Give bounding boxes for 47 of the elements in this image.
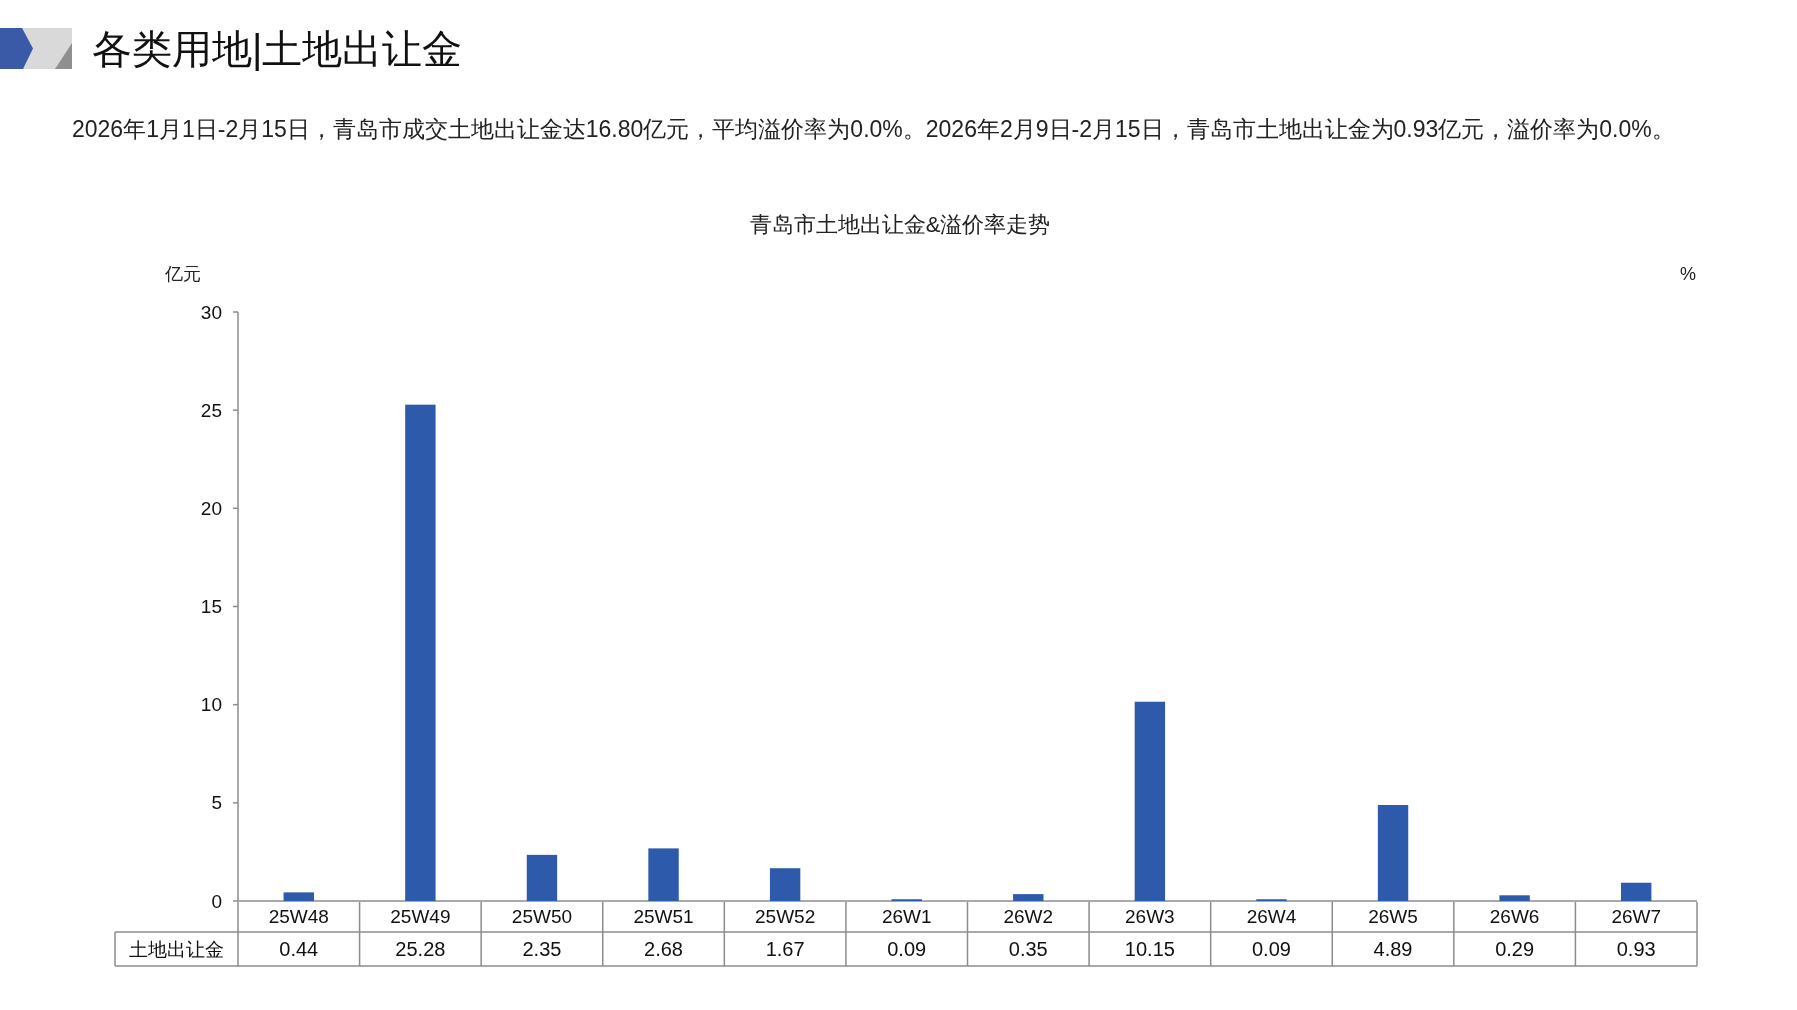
data-label: 2.35 <box>522 938 562 960</box>
x-tick-label: 25W51 <box>633 906 694 928</box>
x-tick-label: 25W50 <box>511 906 573 928</box>
bar <box>1134 701 1166 901</box>
text: 2026年1月1日-2月15日，青岛市成交土地出让金达16.80亿元，平均溢价率为0.0%。2026年2月9日-2月15日，青岛市土地出让金为0.93亿元，溢价率为0.0%。 <box>72 116 1675 142</box>
bar <box>1013 894 1044 901</box>
y-tick-label: 30 <box>200 301 222 323</box>
data-label: 0.44 <box>279 938 319 960</box>
x-tick-label: 26W7 <box>1611 906 1662 928</box>
data-label: 2.68 <box>644 938 684 960</box>
x-tick-label: 26W5 <box>1368 906 1418 928</box>
bar <box>526 854 558 901</box>
bar <box>283 892 314 901</box>
data-label: 0.09 <box>1251 938 1291 960</box>
x-tick-label: 26W1 <box>881 906 932 928</box>
data-label: 1.67 <box>765 938 805 960</box>
bar <box>1377 804 1409 901</box>
data-label: 4.89 <box>1373 938 1413 960</box>
bar <box>1621 882 1652 901</box>
y-tick-label: 20 <box>200 497 222 519</box>
data-label: 0.35 <box>1008 938 1048 960</box>
x-tick-label: 25W48 <box>268 906 329 928</box>
x-tick-label: 25W52 <box>755 906 816 928</box>
y2-axis-title: % <box>1679 264 1697 284</box>
data-label: 25.28 <box>395 938 446 960</box>
bar <box>648 848 679 901</box>
y-tick-label: 10 <box>200 694 222 716</box>
x-tick-label: 26W2 <box>1003 906 1054 928</box>
y-tick-label: 5 <box>211 792 222 814</box>
x-tick-label: 26W4 <box>1246 906 1297 928</box>
x-tick-label: 26W3 <box>1125 906 1175 928</box>
data-label: 10.15 <box>1124 938 1175 960</box>
bar <box>1499 895 1530 901</box>
y-axis-title: 亿元 <box>164 264 201 284</box>
x-tick-label: 26W6 <box>1489 906 1540 928</box>
text: 土地出让金 <box>129 938 224 960</box>
y-tick-label: 15 <box>200 596 222 618</box>
bar <box>769 868 801 901</box>
data-label: 0.09 <box>887 938 927 960</box>
chart-title: 青岛市土地出让金&溢价率走势 <box>749 212 1051 237</box>
data-label: 0.93 <box>1616 938 1656 960</box>
y-tick-label: 25 <box>200 399 222 421</box>
x-tick-label: 25W49 <box>390 906 451 928</box>
data-label: 0.29 <box>1495 938 1535 960</box>
text: 各类用地|土地出让金 <box>92 27 463 71</box>
bar <box>405 404 436 901</box>
y-tick-label: 0 <box>211 890 222 912</box>
